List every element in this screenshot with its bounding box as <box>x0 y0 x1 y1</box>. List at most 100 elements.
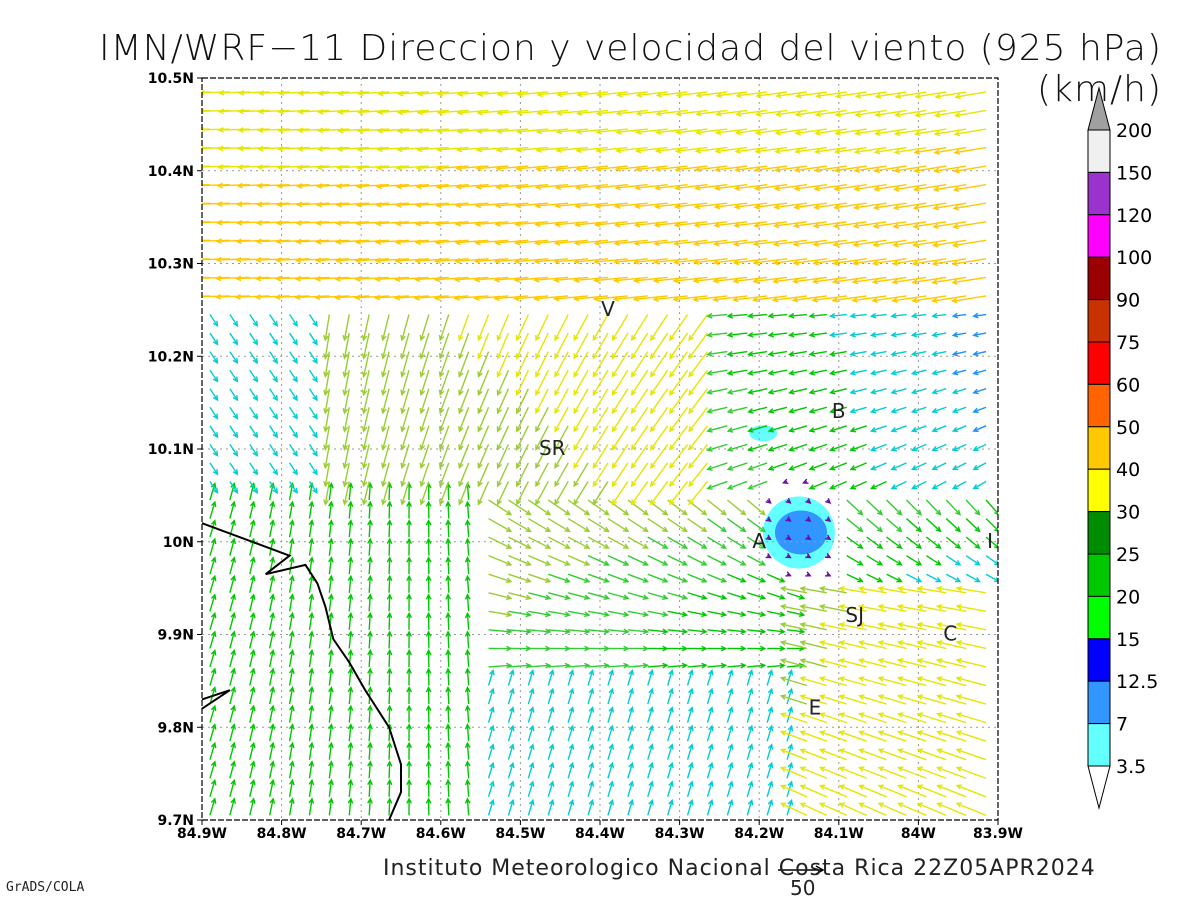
wind-arrow <box>650 314 669 342</box>
wind-arrow <box>275 220 310 226</box>
wind-arrow <box>396 146 429 153</box>
wind-arrow <box>445 760 452 779</box>
wind-arrow <box>464 500 471 519</box>
wind-arrow <box>488 573 513 584</box>
wind-arrow <box>554 388 569 415</box>
wind-arrow <box>890 480 907 490</box>
wind-arrow <box>851 295 887 303</box>
wind-arrow <box>828 312 847 319</box>
wind-arrow <box>746 798 754 816</box>
wind-arrow <box>747 350 768 357</box>
wind-arrow <box>857 622 887 631</box>
wind-arrow <box>376 127 410 134</box>
wind-arrow <box>951 443 967 452</box>
colorbar-swatch <box>1087 638 1111 682</box>
wind-arrow <box>494 202 529 209</box>
wind-arrow <box>707 610 728 618</box>
wind-arrow <box>808 425 828 433</box>
wind-arrow <box>893 146 927 155</box>
wind-arrow <box>732 258 768 266</box>
wind-arrow <box>386 500 393 519</box>
colorbar-label: 90 <box>1116 290 1140 312</box>
wind-arrow <box>209 388 219 402</box>
wind-arrow <box>547 517 571 533</box>
wind-arrow <box>535 369 549 397</box>
wind-arrow <box>808 331 827 338</box>
colorbar-label: 75 <box>1116 332 1140 354</box>
wind-arrow <box>972 462 987 471</box>
wind-arrow <box>209 574 217 593</box>
wind-arrow <box>308 704 315 723</box>
wind-arrow <box>674 165 708 173</box>
wind-arrow <box>627 743 634 760</box>
wind-arrow <box>866 499 883 516</box>
wind-arrow <box>229 462 239 476</box>
wind-arrow <box>400 314 410 342</box>
wind-arrow <box>894 91 927 99</box>
wind-arrow <box>886 518 903 533</box>
wind-arrow <box>308 648 315 668</box>
wind-arrow <box>834 128 867 136</box>
wind-arrow <box>323 351 331 378</box>
wind-arrow <box>825 534 832 541</box>
wind-arrow <box>553 258 589 265</box>
wind-arrow <box>315 238 350 245</box>
wind-arrow <box>269 332 279 346</box>
wind-arrow <box>935 585 967 594</box>
wind-arrow <box>406 556 412 575</box>
wind-arrow <box>932 202 967 211</box>
wind-arrow <box>627 780 634 798</box>
wind-arrow <box>386 630 393 649</box>
wind-arrow <box>528 517 552 533</box>
wind-arrow <box>829 406 847 414</box>
wind-arrow <box>328 481 334 501</box>
wind-arrow <box>568 610 591 618</box>
wind-arrow <box>849 425 867 433</box>
wind-arrow <box>786 610 806 617</box>
wind-arrow <box>356 109 390 115</box>
wind-arrow <box>793 202 827 210</box>
wind-arrow <box>767 406 788 414</box>
wind-arrow <box>496 314 510 342</box>
wind-arrow <box>588 662 611 669</box>
wind-arrow <box>654 165 688 173</box>
wind-arrow <box>342 314 350 342</box>
wind-arrow <box>458 444 470 470</box>
wind-arrow <box>866 555 884 566</box>
wind-arrow <box>873 146 907 155</box>
wind-arrow <box>496 109 529 116</box>
wind-arrow <box>277 108 310 115</box>
wind-arrow <box>347 593 354 612</box>
wind-arrow <box>613 276 648 284</box>
wind-arrow <box>464 556 471 575</box>
wind-arrow <box>808 443 828 452</box>
wind-arrow <box>575 109 609 116</box>
wind-arrow <box>675 109 708 117</box>
wind-arrow <box>535 165 569 172</box>
wind-arrow <box>367 667 373 686</box>
wind-arrow <box>508 536 532 549</box>
wind-arrow <box>342 332 350 360</box>
wind-arrow <box>249 314 259 328</box>
wind-arrow <box>627 592 650 600</box>
wind-arrow <box>666 687 674 705</box>
lon-tick-label: 84.1W <box>814 826 864 842</box>
lat-tick-label: 10.2N <box>148 349 194 365</box>
wind-arrow <box>754 146 788 154</box>
wind-arrow <box>249 611 256 631</box>
wind-arrow <box>400 388 410 415</box>
wind-arrow <box>799 784 828 798</box>
wind-arrow <box>688 406 709 433</box>
wind-arrow <box>687 628 708 635</box>
wind-arrow <box>209 443 219 457</box>
wind-arrow <box>488 592 513 601</box>
wind-arrow <box>635 91 668 98</box>
wind-arrow <box>527 706 535 723</box>
wind-arrow <box>575 128 609 135</box>
wind-arrow <box>342 462 350 488</box>
reference-vector-label: 50 <box>790 876 816 900</box>
wind-arrow <box>727 592 747 600</box>
colorbar-label: 150 <box>1116 162 1152 184</box>
wind-arrow <box>587 687 595 705</box>
wind-arrow <box>528 662 552 669</box>
